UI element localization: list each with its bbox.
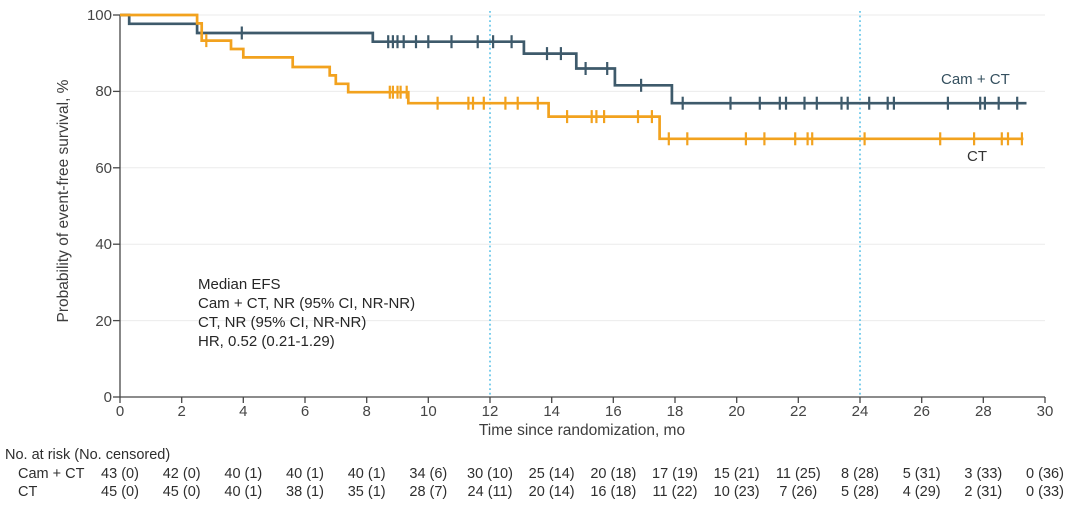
annotation-line-median-efs: Median EFS [198,276,281,293]
risk-value: 45 (0) [162,484,201,500]
risk-value: 40 (1) [224,466,263,482]
risk-value: 7 (26) [779,484,818,500]
y-tick-label: 0 [103,389,112,406]
x-tick-label: 28 [974,403,992,420]
y-tick-label: 80 [95,83,112,101]
x-tick-label: 4 [239,403,248,420]
risk-value: 35 (1) [347,484,386,500]
risk-value: 42 (0) [162,466,201,482]
x-tick-label: 20 [728,403,745,420]
risk-value: 11 (22) [652,484,698,500]
risk-value: 40 (1) [347,466,386,482]
x-tick-label: 2 [177,403,186,420]
y-tick-label: 100 [86,7,112,24]
curve-ct [120,13,1024,141]
x-tick-label: 24 [851,403,869,420]
y-tick-label: 20 [95,312,112,330]
km-chart-canvas [113,11,1046,403]
risk-value: 28 (7) [409,484,448,500]
risk-value: 25 (14) [528,466,575,482]
risk-value: 20 (18) [590,466,637,482]
risk-value: 5 (28) [841,484,879,500]
x-tick-label: 0 [115,403,125,420]
annotation-line-hr: HR, 0.52 (0.21-1.29) [198,333,335,350]
x-tick-label: 12 [481,403,499,420]
x-tick-label: 8 [362,403,371,420]
risk-value: 10 (23) [713,484,760,500]
y-axis-label: Probability of event-free survival, % [55,79,72,323]
curve-label-cam-ct: Cam + CT [941,71,1010,88]
risk-value: 5 (31) [902,466,941,482]
curve-label-ct: CT [967,148,987,165]
x-tick-label: 18 [666,403,684,420]
risk-value: 24 (11) [467,484,513,500]
risk-value: 16 (18) [590,484,637,500]
risk-value: 30 (10) [467,466,513,482]
annotation-block: Median EFS Cam + CT, NR (95% CI, NR-NR) … [198,275,415,351]
risk-value: 38 (1) [286,484,324,500]
risk-value: 34 (6) [409,466,448,482]
curve-cam-ct [120,13,1027,105]
risk-value: 20 (14) [528,484,575,500]
x-tick-label: 30 [1036,403,1054,420]
risk-value: 8 (28) [841,466,879,482]
x-tick-label: 22 [789,403,807,420]
risk-row-label-cam-ct: Cam + CT [18,466,85,482]
risk-value: 4 (29) [902,484,941,500]
risk-value: 11 (25) [775,466,821,482]
risk-value: 40 (1) [286,466,324,482]
risk-table-title: No. at risk (No. censored) [5,447,171,463]
risk-value: 2 (31) [964,484,1003,500]
annotation-line-cam-ct: Cam + CT, NR (95% CI, NR-NR) [198,295,416,312]
y-tick-label: 60 [95,159,112,177]
x-tick-label: 16 [604,403,622,420]
x-tick-label: 26 [913,403,930,420]
risk-value: 43 (0) [101,466,139,482]
x-tick-label: 10 [419,403,437,420]
risk-row-label-ct: CT [18,484,38,500]
x-tick-label: 14 [543,403,560,420]
risk-value: 45 (0) [101,484,139,500]
risk-value: 3 (33) [964,466,1003,482]
risk-value: 15 (21) [713,466,760,482]
x-axis-label: Time since randomization, mo [478,422,686,439]
risk-value: 0 (33) [1026,484,1064,500]
risk-value: 17 (19) [652,466,698,482]
risk-value: 0 (36) [1026,466,1064,482]
risk-value: 40 (1) [224,484,263,500]
annotation-line-ct: CT, NR (95% CI, NR-NR) [198,314,367,331]
y-tick-label: 40 [95,236,112,254]
x-tick-label: 6 [300,403,310,420]
